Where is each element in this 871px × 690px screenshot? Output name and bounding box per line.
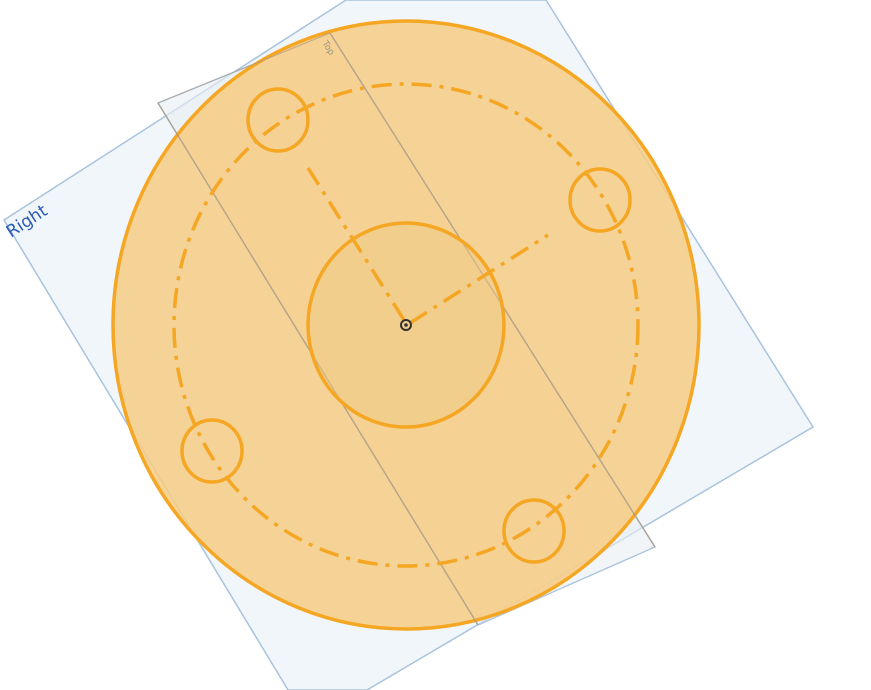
bolt-hole-circle-3[interactable]: [180, 418, 244, 484]
bolt-hole-circle-2[interactable]: [568, 167, 632, 233]
bolt-hole-circle-4[interactable]: [502, 498, 566, 564]
top-plane-edge-right: [329, 32, 656, 548]
construction-line-right[interactable]: [409, 233, 549, 325]
bolt-hole-circle-1[interactable]: [246, 87, 310, 153]
construction-line-upper-left[interactable]: [306, 167, 406, 321]
origin-point-icon[interactable]: [400, 319, 412, 331]
bolt-pattern-circle[interactable]: [172, 82, 640, 568]
top-plane-edge-left: [157, 102, 479, 626]
top-plane-edge-top: [157, 32, 331, 104]
